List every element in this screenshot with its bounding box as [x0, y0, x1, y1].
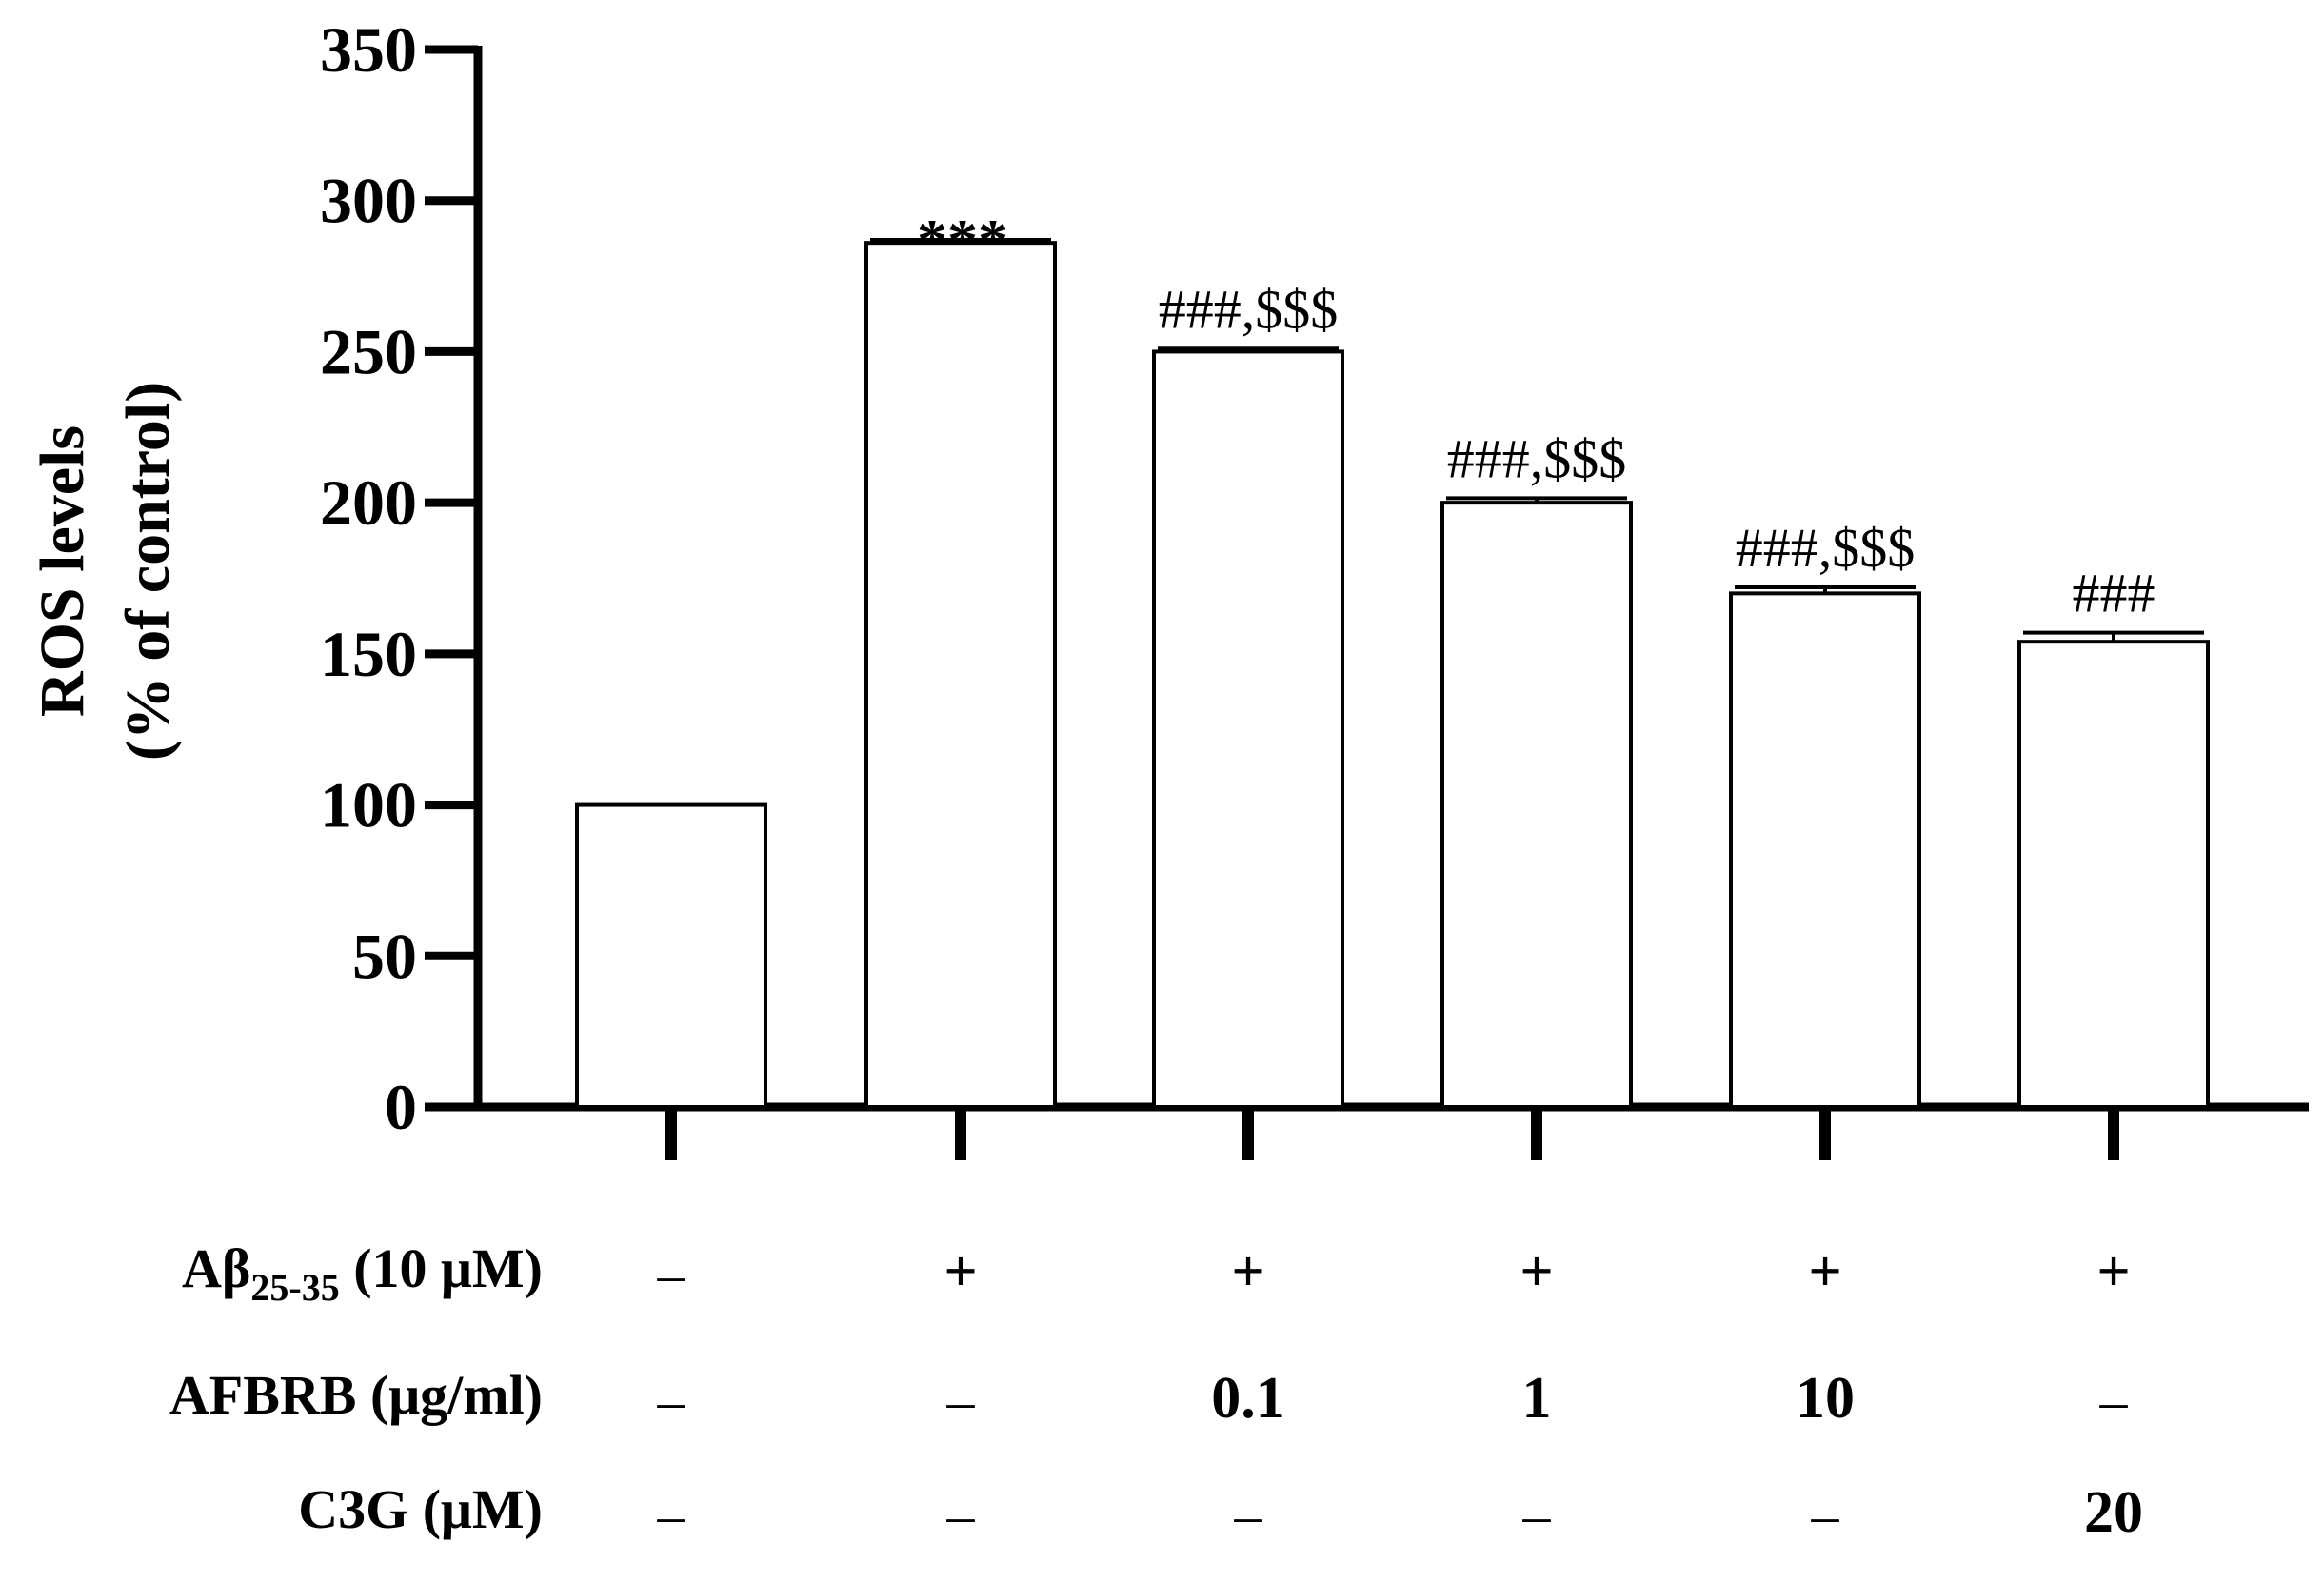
condition-value: –	[946, 1484, 976, 1546]
condition-label: Aβ25-35 (10 μM)	[182, 1237, 543, 1309]
y-tick-label: 0	[385, 1071, 417, 1143]
condition-value: –	[657, 1484, 686, 1546]
condition-value: 20	[2084, 1480, 2143, 1545]
significance-label: ***	[917, 207, 1008, 274]
condition-value: –	[1522, 1484, 1552, 1546]
condition-value: +	[2096, 1239, 2130, 1304]
condition-label: AFBRB (μg/ml)	[169, 1364, 543, 1426]
condition-value: –	[2099, 1370, 2129, 1432]
condition-value: +	[1520, 1239, 1553, 1304]
condition-value: +	[944, 1239, 977, 1304]
condition-value: –	[657, 1370, 686, 1432]
condition-value: –	[1234, 1484, 1263, 1546]
condition-value: +	[1231, 1239, 1264, 1304]
condition-value: –	[1811, 1484, 1840, 1546]
condition-value: 0.1	[1211, 1366, 1285, 1431]
bar	[2017, 640, 2210, 1109]
bar	[575, 802, 767, 1109]
y-axis-title-line2: (% of control)	[113, 382, 183, 761]
significance-label: ###,$$$	[1447, 427, 1627, 489]
y-tick-label: 300	[320, 165, 417, 237]
bar	[1152, 349, 1344, 1109]
significance-label: ###,$$$	[1736, 517, 1916, 579]
condition-value: –	[657, 1243, 686, 1305]
bar	[1440, 501, 1633, 1109]
condition-value: +	[1808, 1239, 1841, 1304]
condition-value: 1	[1522, 1366, 1552, 1431]
y-tick-label: 350	[320, 13, 417, 86]
y-tick-label: 200	[320, 466, 417, 539]
significance-label: ###,$$$	[1159, 278, 1339, 340]
y-tick-label: 100	[320, 769, 417, 841]
condition-value: 10	[1796, 1366, 1855, 1431]
y-tick-label: 50	[352, 920, 417, 992]
y-tick-label: 150	[320, 618, 417, 690]
bar	[1729, 591, 1921, 1109]
bar	[864, 241, 1057, 1109]
condition-label: C3G (μM)	[298, 1478, 543, 1540]
y-axis-title-line1: ROS levels	[28, 425, 97, 717]
condition-value: –	[946, 1370, 976, 1432]
y-tick-label: 250	[320, 315, 417, 387]
significance-label: ###	[2073, 563, 2155, 624]
